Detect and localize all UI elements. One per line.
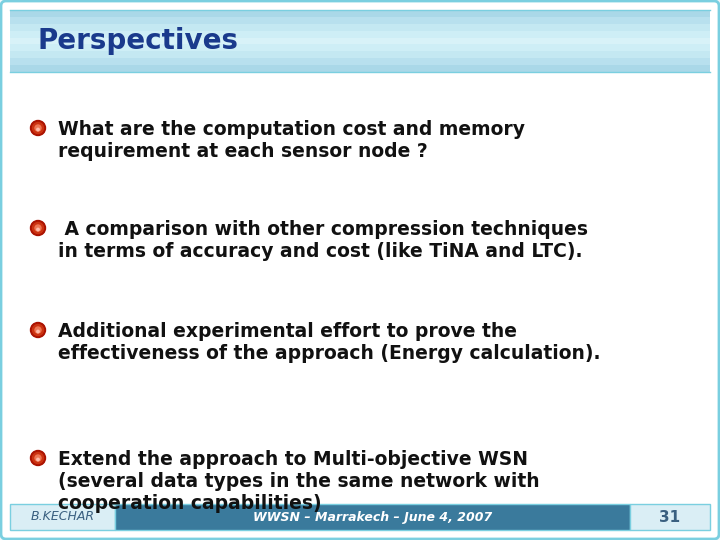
Text: 31: 31 bbox=[660, 510, 680, 524]
Circle shape bbox=[30, 322, 45, 338]
Bar bbox=[10, 51, 710, 58]
Text: WWSN – Marrakech – June 4, 2007: WWSN – Marrakech – June 4, 2007 bbox=[253, 510, 492, 523]
Bar bbox=[630, 504, 710, 530]
Bar bbox=[10, 504, 115, 530]
Text: Perspectives: Perspectives bbox=[38, 27, 239, 55]
Bar bbox=[10, 44, 710, 51]
Circle shape bbox=[37, 228, 39, 231]
Text: (several data types in the same network with: (several data types in the same network … bbox=[58, 472, 539, 491]
Bar bbox=[10, 17, 710, 24]
Text: effectiveness of the approach (Energy calculation).: effectiveness of the approach (Energy ca… bbox=[58, 344, 600, 363]
Text: Additional experimental effort to prove the: Additional experimental effort to prove … bbox=[58, 322, 517, 341]
Circle shape bbox=[37, 458, 39, 461]
Circle shape bbox=[30, 120, 45, 136]
Text: A comparison with other compression techniques: A comparison with other compression tech… bbox=[58, 220, 588, 239]
Circle shape bbox=[32, 325, 43, 335]
Text: in terms of accuracy and cost (like TiNA and LTC).: in terms of accuracy and cost (like TiNA… bbox=[58, 242, 582, 261]
Circle shape bbox=[37, 330, 39, 333]
Circle shape bbox=[35, 225, 41, 231]
Text: cooperation capabilities): cooperation capabilities) bbox=[58, 494, 322, 513]
Bar bbox=[10, 24, 710, 31]
Bar bbox=[10, 65, 710, 72]
Bar bbox=[10, 38, 710, 44]
Circle shape bbox=[32, 123, 43, 133]
Circle shape bbox=[30, 220, 45, 235]
Circle shape bbox=[35, 327, 41, 333]
Circle shape bbox=[30, 450, 45, 465]
Bar bbox=[115, 504, 630, 530]
Text: B.KECHAR: B.KECHAR bbox=[30, 510, 94, 523]
Text: Extend the approach to Multi-objective WSN: Extend the approach to Multi-objective W… bbox=[58, 450, 528, 469]
Text: requirement at each sensor node ?: requirement at each sensor node ? bbox=[58, 142, 428, 161]
Text: What are the computation cost and memory: What are the computation cost and memory bbox=[58, 120, 525, 139]
Bar bbox=[10, 10, 710, 17]
Circle shape bbox=[32, 453, 43, 463]
Circle shape bbox=[37, 129, 39, 131]
Circle shape bbox=[32, 222, 43, 233]
Bar bbox=[10, 31, 710, 38]
Bar bbox=[10, 58, 710, 65]
Circle shape bbox=[35, 125, 41, 131]
Circle shape bbox=[35, 455, 41, 461]
